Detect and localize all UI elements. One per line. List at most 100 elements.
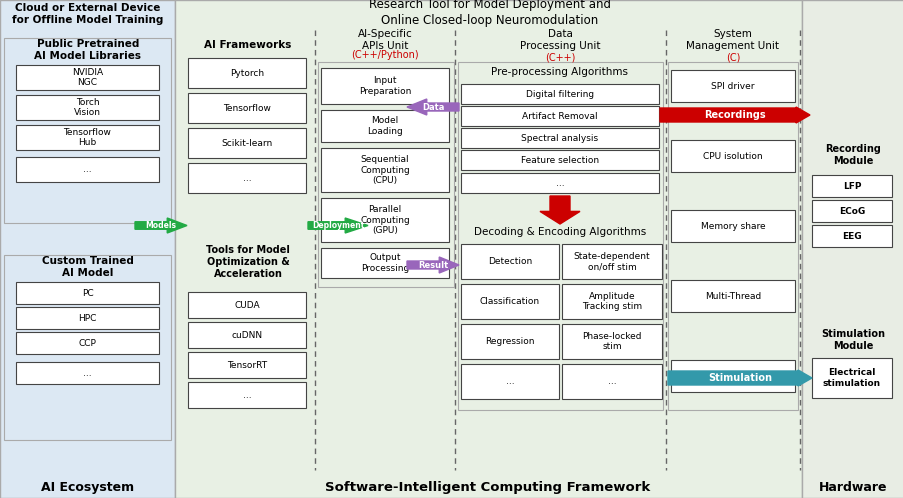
FancyArrow shape: [659, 107, 809, 123]
Polygon shape: [406, 99, 459, 115]
Text: Public Pretrained
AI Model Libraries: Public Pretrained AI Model Libraries: [34, 39, 142, 61]
Text: Detection: Detection: [488, 257, 532, 266]
Bar: [562, 284, 661, 319]
Text: Research Tool for Model Deployment and
Online Closed-loop Neuromodulation: Research Tool for Model Deployment and O…: [368, 0, 610, 26]
Text: HPC: HPC: [79, 314, 97, 323]
Text: EEG: EEG: [842, 232, 861, 241]
Bar: [16, 332, 159, 354]
Text: ...: ...: [242, 390, 251, 399]
Bar: [16, 65, 159, 90]
Bar: [16, 95, 159, 120]
Bar: [188, 322, 305, 348]
Text: (C): (C): [725, 52, 740, 62]
Text: Phase-locked
stim: Phase-locked stim: [582, 332, 641, 351]
Text: Model
Loading: Model Loading: [367, 117, 403, 135]
Text: Input
Preparation: Input Preparation: [358, 76, 411, 96]
Text: Custom Trained
AI Model: Custom Trained AI Model: [42, 256, 134, 278]
Text: Pytorch: Pytorch: [229, 69, 264, 78]
Text: NVIDIA
NGC: NVIDIA NGC: [72, 68, 103, 87]
Text: Parallel
Computing
(GPU): Parallel Computing (GPU): [359, 205, 409, 235]
Text: Memory share: Memory share: [700, 222, 765, 231]
Bar: [188, 93, 305, 123]
Polygon shape: [135, 218, 187, 233]
Text: AI Ecosystem: AI Ecosystem: [42, 481, 135, 494]
Text: SPI driver: SPI driver: [711, 82, 754, 91]
Text: CUDA: CUDA: [234, 300, 259, 309]
Bar: [461, 84, 658, 104]
Bar: [811, 358, 891, 398]
FancyArrow shape: [667, 370, 811, 386]
Text: Multi-Thread: Multi-Thread: [704, 291, 760, 300]
Bar: [670, 140, 794, 172]
Text: CCP: CCP: [79, 339, 97, 348]
Bar: [562, 364, 661, 399]
Bar: [16, 125, 159, 150]
Polygon shape: [308, 218, 368, 233]
Text: Amplitude
Tracking stim: Amplitude Tracking stim: [582, 292, 641, 311]
Text: UART driver: UART driver: [705, 372, 759, 380]
Bar: [670, 210, 794, 242]
Text: AI Frameworks: AI Frameworks: [204, 40, 292, 50]
Bar: [16, 362, 159, 384]
Text: Stimulation
Module: Stimulation Module: [820, 329, 884, 351]
Text: System
Management Unit: System Management Unit: [685, 29, 778, 51]
Text: Data: Data: [422, 103, 443, 112]
Bar: [188, 382, 305, 408]
Text: ...: ...: [505, 377, 514, 386]
Bar: [458, 62, 662, 410]
Bar: [461, 173, 658, 193]
Bar: [562, 324, 661, 359]
Bar: [461, 128, 658, 148]
Text: Decoding & Encoding Algorithms: Decoding & Encoding Algorithms: [473, 227, 646, 237]
Text: Data
Processing Unit: Data Processing Unit: [519, 29, 600, 51]
Text: Output
Processing: Output Processing: [360, 253, 409, 273]
Text: LFP: LFP: [842, 181, 861, 191]
Text: Digital filtering: Digital filtering: [526, 90, 593, 99]
Bar: [670, 70, 794, 102]
Text: Sequential
Computing
(CPU): Sequential Computing (CPU): [359, 155, 409, 185]
Text: Artifact Removal: Artifact Removal: [522, 112, 597, 121]
Bar: [175, 0, 801, 498]
Bar: [318, 62, 453, 287]
Text: Recording
Module: Recording Module: [824, 144, 880, 166]
Bar: [670, 360, 794, 392]
Bar: [801, 0, 903, 498]
Bar: [16, 157, 159, 182]
Bar: [461, 284, 558, 319]
Text: Spectral analysis: Spectral analysis: [521, 133, 598, 142]
Bar: [188, 58, 305, 88]
Bar: [0, 0, 175, 498]
Text: Deployment: Deployment: [312, 221, 364, 230]
Text: Hardware: Hardware: [818, 481, 886, 494]
Text: ...: ...: [83, 165, 92, 174]
Bar: [562, 244, 661, 279]
Bar: [188, 128, 305, 158]
Bar: [188, 163, 305, 193]
Text: ...: ...: [242, 173, 251, 182]
Bar: [188, 352, 305, 378]
Bar: [188, 292, 305, 318]
Bar: [811, 225, 891, 247]
Text: ...: ...: [555, 178, 563, 188]
Text: Torch
Vision: Torch Vision: [74, 98, 101, 117]
Bar: [321, 148, 449, 192]
Text: State-dependent
on/off stim: State-dependent on/off stim: [573, 252, 649, 271]
Text: AI-Specific
APIs Unit: AI-Specific APIs Unit: [358, 29, 412, 51]
Bar: [670, 280, 794, 312]
Bar: [321, 248, 449, 278]
Text: Stimulation: Stimulation: [707, 373, 771, 383]
Bar: [461, 324, 558, 359]
Bar: [667, 62, 797, 410]
Bar: [811, 175, 891, 197]
Text: Tensorflow
Hub: Tensorflow Hub: [63, 128, 111, 147]
Text: Tensorflow: Tensorflow: [223, 104, 271, 113]
Text: Feature selection: Feature selection: [520, 155, 599, 164]
Polygon shape: [539, 196, 580, 224]
Text: Regression: Regression: [485, 337, 535, 346]
Bar: [4, 38, 171, 223]
Bar: [16, 307, 159, 329]
Bar: [4, 255, 171, 440]
Text: Result: Result: [417, 260, 448, 269]
Text: ...: ...: [607, 377, 616, 386]
Bar: [321, 110, 449, 142]
